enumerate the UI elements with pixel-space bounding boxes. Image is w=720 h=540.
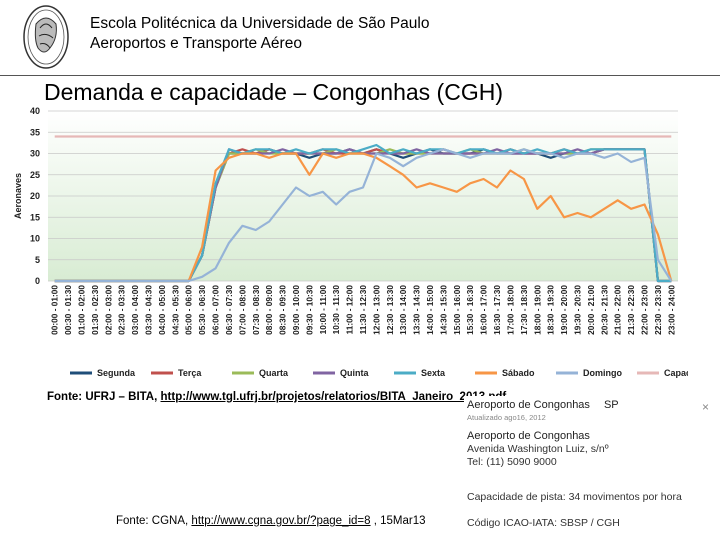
y-tick-label: 15 [30, 212, 40, 222]
x-tick-label: 15:30 - 16:30 [465, 285, 475, 335]
x-tick-label: 02:00 - 03:00 [103, 285, 113, 335]
y-tick-label: 5 [35, 255, 40, 265]
x-tick-label: 12:00 - 13:00 [371, 285, 381, 335]
x-tick-label: 10:30 - 11:30 [331, 285, 341, 335]
x-tick-label: 17:30 - 18:30 [519, 285, 529, 335]
x-tick-label: 18:00 - 19:00 [532, 285, 542, 335]
x-tick-label: 05:30 - 06:30 [197, 285, 207, 335]
x-tick-label: 22:00 - 23:00 [639, 285, 649, 335]
x-tick-label: 21:30 - 22:30 [626, 285, 636, 335]
x-tick-label: 16:00 - 17:00 [479, 285, 489, 335]
legend-label-domingo: Domingo [583, 368, 622, 378]
x-tick-label: 06:30 - 07:30 [224, 285, 234, 335]
airport-info-card: Aeroporto de Congonhas SP Atualizado ago1… [464, 396, 720, 540]
chart-container: 0 5 10 15 20 25 30 35 40 Aeronaves 00:00 - 01:00 00… [8, 105, 715, 385]
x-tick-label: 01:00 - 02:00 [77, 285, 87, 335]
card-state: SP [603, 399, 619, 411]
card-runway-capacity: Capacidade de pista: 34 movimentos por h… [467, 491, 682, 503]
institution-name: Escola Politécnica da Universidade de Sã… [90, 15, 430, 32]
y-tick-label: 40 [30, 106, 40, 116]
close-icon[interactable]: × [702, 400, 710, 414]
legend-label-segunda: Segunda [97, 368, 136, 378]
demand-capacity-chart: 0 5 10 15 20 25 30 35 40 Aeronaves 00:00 - 01:00 00… [13, 106, 715, 378]
legend-label-sabado: Sábado [502, 368, 535, 378]
x-tick-label: 15:00 - 16:00 [452, 285, 462, 335]
x-tick-label: 13:30 - 14:30 [412, 285, 422, 335]
y-tick-label: 0 [35, 276, 40, 286]
source-cgna-prefix: Fonte: CGNA, [116, 515, 192, 527]
source-ufrj: Fonte: UFRJ – BITA, http://www.tgl.ufrj.… [47, 391, 506, 403]
x-tick-label: 04:00 - 05:00 [157, 285, 167, 335]
x-tick-label: 13:00 - 14:00 [398, 285, 408, 335]
card-updated: Atualizado ago16, 2012 [467, 413, 546, 422]
x-tick-label: 12:30 - 13:30 [385, 285, 395, 335]
card-airport-name[interactable]: Aeroporto de Congonhas [467, 399, 590, 411]
x-tick-label: 08:00 - 09:00 [264, 285, 274, 335]
x-tick-label: 06:00 - 07:00 [211, 285, 221, 335]
university-logo [22, 4, 70, 70]
x-tick-label: 16:30 - 17:30 [492, 285, 502, 335]
x-tick-label: 07:00 - 08:00 [237, 285, 247, 335]
x-tick-label: 11:30 - 12:30 [358, 285, 368, 335]
x-tick-label: 09:00 - 10:00 [291, 285, 301, 335]
x-tick-label: 00:30 - 01:30 [63, 285, 73, 335]
y-tick-label: 10 [30, 234, 40, 244]
legend-label-sexta: Sexta [421, 368, 446, 378]
x-tick-label: 19:30 - 20:30 [572, 285, 582, 335]
source-ufrj-prefix: Fonte: UFRJ – BITA, [47, 391, 161, 403]
x-tick-label: 22:30 - 23:30 [653, 285, 663, 335]
x-tick-label: 08:30 - 09:30 [278, 285, 288, 335]
series-line-domingo [54, 148, 673, 283]
x-tick-label: 04:30 - 05:30 [170, 285, 180, 335]
x-tick-label: 19:00 - 20:00 [559, 285, 569, 335]
x-tick-label: 03:00 - 04:00 [130, 285, 140, 335]
source-ufrj-link[interactable]: http://www.tgl.ufrj.br/projetos/relatori… [160, 391, 507, 403]
legend-label-quinta: Quinta [340, 368, 369, 378]
source-cgna-suffix: , 15Mar13 [370, 515, 426, 527]
card-icao-code: Código ICAO-IATA: SBSP / CGH [467, 517, 620, 529]
x-tick-label: 20:30 - 21:30 [599, 285, 609, 335]
y-tick-label: 30 [30, 149, 40, 159]
source-cgna: Fonte: CGNA, http://www.cgna.gov.br/?pag… [116, 515, 426, 527]
x-tick-label: 14:00 - 15:00 [425, 285, 435, 335]
card-phone: Tel: (11) 5090 9000 [467, 456, 557, 468]
y-tick-label: 25 [30, 170, 40, 180]
source-cgna-link[interactable]: http://www.cgna.gov.br/?page_id=8 [191, 515, 371, 527]
x-tick-label: 03:30 - 04:30 [144, 285, 154, 335]
x-tick-label: 10:00 - 11:00 [318, 285, 328, 335]
x-tick-label: 14:30 - 15:30 [438, 285, 448, 335]
legend-label-capacidade: Capacidade [664, 368, 688, 378]
header-divider [0, 75, 720, 76]
x-tick-label: 02:30 - 03:30 [117, 285, 127, 335]
x-tick-label: 23:00 - 24:00 [666, 285, 676, 335]
x-tick-label: 18:30 - 19:30 [546, 285, 556, 335]
x-tick-label: 09:30 - 10:30 [304, 285, 314, 335]
y-axis-label: Aeronaves [13, 173, 23, 219]
x-tick-label: 17:00 - 18:00 [505, 285, 515, 335]
x-tick-label: 21:00 - 22:00 [613, 285, 623, 335]
x-tick-label: 11:00 - 12:00 [345, 285, 355, 335]
x-tick-label: 01:30 - 02:30 [90, 285, 100, 335]
slide-title: Demanda e capacidade – Congonhas (CGH) [44, 79, 503, 105]
x-tick-label: 07:30 - 08:30 [251, 285, 261, 335]
y-tick-label: 35 [30, 127, 40, 137]
x-tick-label: 05:00 - 06:00 [184, 285, 194, 335]
y-tick-label: 20 [30, 191, 40, 201]
card-address: Avenida Washington Luiz, s/nº [467, 443, 609, 455]
legend-label-quarta: Quarta [259, 368, 289, 378]
course-name: Aeroportos e Transporte Aéreo [90, 35, 302, 52]
legend-label-terca: Terça [178, 368, 202, 378]
card-airport-name-2: Aeroporto de Congonhas [467, 430, 590, 442]
x-tick-label: 20:00 - 21:00 [586, 285, 596, 335]
x-tick-label: 00:00 - 01:00 [50, 285, 60, 335]
